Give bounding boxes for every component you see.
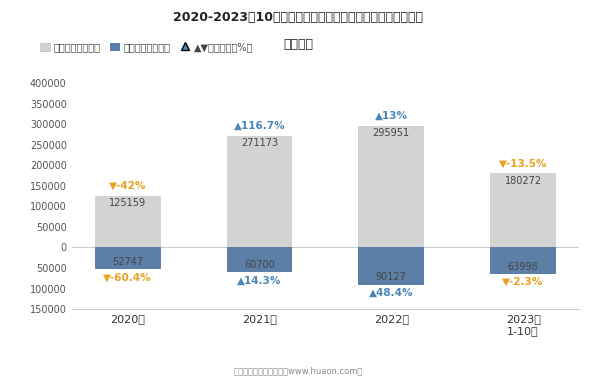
Text: ▼-42%: ▼-42% <box>109 181 146 191</box>
Text: ▲48.4%: ▲48.4% <box>369 288 414 298</box>
Bar <box>490 173 556 247</box>
Legend: 出口额（万美元）, 进口额（万美元）, ▲▼同比增长（%）: 出口额（万美元）, 进口额（万美元）, ▲▼同比增长（%） <box>36 38 257 56</box>
Bar <box>226 247 293 273</box>
Text: 60700: 60700 <box>244 261 275 270</box>
Text: ▼-60.4%: ▼-60.4% <box>103 273 152 282</box>
Bar <box>358 126 424 247</box>
Bar <box>358 247 424 285</box>
Bar <box>95 196 161 247</box>
Text: 180272: 180272 <box>504 176 541 186</box>
Bar <box>490 247 556 274</box>
Text: 295951: 295951 <box>373 128 410 138</box>
Text: 52747: 52747 <box>112 257 143 267</box>
Text: ▼-13.5%: ▼-13.5% <box>499 158 547 169</box>
Text: ▲14.3%: ▲14.3% <box>237 276 282 286</box>
Text: 63998: 63998 <box>508 262 538 272</box>
Bar <box>95 247 161 269</box>
Text: 制图：华经产业研究院（www.huaon.com）: 制图：华经产业研究院（www.huaon.com） <box>234 366 363 375</box>
Text: 口额统计: 口额统计 <box>284 38 313 51</box>
Text: ▲13%: ▲13% <box>375 111 408 121</box>
Text: ▲116.7%: ▲116.7% <box>233 121 285 131</box>
Text: 2020-2023年10月宁夏回族自治区商品收发货人所在地进、出: 2020-2023年10月宁夏回族自治区商品收发货人所在地进、出 <box>174 11 423 24</box>
Bar <box>226 136 293 247</box>
Text: ▼-2.3%: ▼-2.3% <box>503 277 544 287</box>
Text: 271173: 271173 <box>241 138 278 149</box>
Text: 125159: 125159 <box>109 198 146 208</box>
Text: 90127: 90127 <box>376 273 407 282</box>
